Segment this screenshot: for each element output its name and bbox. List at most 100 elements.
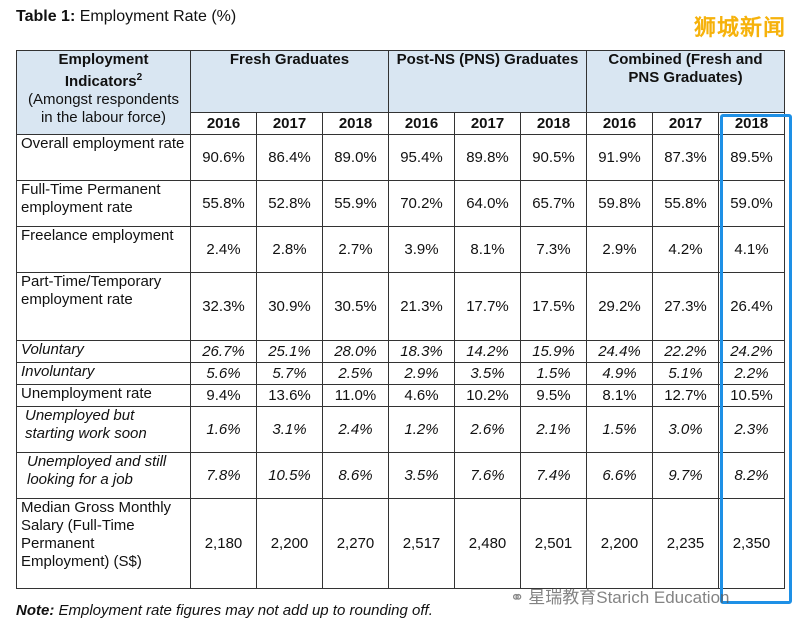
- table-title-text: Employment Rate (%): [79, 8, 237, 25]
- value-cell: 10.5%: [718, 384, 785, 407]
- value-cell: 89.5%: [718, 134, 785, 181]
- value-cell: 89.0%: [322, 134, 389, 181]
- table-row: Unemployed and still looking for a job 7.…: [16, 452, 785, 499]
- table-row: Median Gross Monthly Salary (Full-Time P…: [16, 498, 785, 589]
- value-cell: 21.3%: [388, 272, 455, 341]
- indicator-header-title: Employment Indicators: [58, 51, 149, 90]
- value-cell: 26.7%: [190, 340, 257, 363]
- value-cell: 28.0%: [322, 340, 389, 363]
- header-year-row: 2016 2017 2018 2016 2017 2018 2016 2017 …: [17, 112, 785, 135]
- row-label: Full-Time Permanent employment rate: [16, 180, 191, 227]
- wechat-icon: ⚭: [510, 588, 525, 607]
- value-cell: 55.8%: [652, 180, 719, 227]
- value-cell: 7.4%: [520, 452, 587, 499]
- value-cell: 5.1%: [652, 362, 719, 385]
- value-cell: 7.3%: [520, 226, 587, 273]
- value-cell: 70.2%: [388, 180, 455, 227]
- year-header: 2016: [586, 112, 653, 135]
- row-label: Freelance employment: [16, 226, 191, 273]
- value-cell: 7.6%: [454, 452, 521, 499]
- note-prefix: Note:: [16, 602, 55, 619]
- table-row: Unemployment rate 9.4% 13.6% 11.0% 4.6% 10.2%…: [16, 384, 785, 407]
- value-cell: 2.4%: [322, 406, 389, 453]
- value-cell: 25.1%: [256, 340, 323, 363]
- note-text: Employment rate figures may not add up t…: [58, 602, 433, 619]
- value-cell: 9.7%: [652, 452, 719, 499]
- row-label: Involuntary: [16, 362, 191, 385]
- value-cell: 18.3%: [388, 340, 455, 363]
- value-cell: 2,235: [652, 498, 719, 589]
- table-row: Overall employment rate 90.6% 86.4% 89.0% 95…: [16, 134, 785, 181]
- table-row: Involuntary 5.6% 5.7% 2.5% 2.9% 3.5% 1.5% 4.9% 5…: [16, 362, 785, 385]
- table-row: Voluntary 26.7% 25.1% 28.0% 18.3% 14.2% 15.9% 2…: [16, 340, 785, 363]
- group-header-combined: Combined (Fresh and PNS Graduates): [586, 50, 785, 113]
- value-cell: 14.2%: [454, 340, 521, 363]
- value-cell: 86.4%: [256, 134, 323, 181]
- value-cell: 22.2%: [652, 340, 719, 363]
- value-cell: 2.1%: [520, 406, 587, 453]
- value-cell: 4.6%: [388, 384, 455, 407]
- value-cell: 59.0%: [718, 180, 785, 227]
- value-cell: 8.6%: [322, 452, 389, 499]
- value-cell: 2.9%: [388, 362, 455, 385]
- value-cell: 26.4%: [718, 272, 785, 341]
- value-cell: 11.0%: [322, 384, 389, 407]
- year-header: 2018: [322, 112, 389, 135]
- indicator-header-subtitle: (Amongst respondents in the labour force…: [28, 91, 179, 126]
- value-cell: 1.5%: [586, 406, 653, 453]
- table-row: Freelance employment 2.4% 2.8% 2.7% 3.9% 8.1%…: [16, 226, 785, 273]
- row-label: Overall employment rate: [16, 134, 191, 181]
- value-cell: 64.0%: [454, 180, 521, 227]
- header-group-row: Employment Indicators2 (Amongst responde…: [16, 50, 785, 135]
- value-cell: 24.4%: [586, 340, 653, 363]
- row-label: Unemployed and still looking for a job: [16, 452, 191, 499]
- value-cell: 8.2%: [718, 452, 785, 499]
- value-cell: 65.7%: [520, 180, 587, 227]
- value-cell: 3.5%: [454, 362, 521, 385]
- value-cell: 3.9%: [388, 226, 455, 273]
- row-label: Unemployment rate: [16, 384, 191, 407]
- value-cell: 95.4%: [388, 134, 455, 181]
- watermark-logo-top: 狮城新闻: [693, 16, 786, 41]
- year-header: 2017: [454, 112, 521, 135]
- value-cell: 27.3%: [652, 272, 719, 341]
- value-cell: 2,200: [256, 498, 323, 589]
- group-header-pns: Post-NS (PNS) Graduates: [388, 50, 587, 113]
- value-cell: 9.4%: [190, 384, 257, 407]
- value-cell: 55.8%: [190, 180, 257, 227]
- year-header: 2016: [190, 112, 257, 135]
- value-cell: 89.8%: [454, 134, 521, 181]
- value-cell: 2,501: [520, 498, 587, 589]
- value-cell: 3.0%: [652, 406, 719, 453]
- value-cell: 2.8%: [256, 226, 323, 273]
- value-cell: 1.5%: [520, 362, 587, 385]
- value-cell: 9.5%: [520, 384, 587, 407]
- value-cell: 2.6%: [454, 406, 521, 453]
- value-cell: 10.5%: [256, 452, 323, 499]
- value-cell: 8.1%: [586, 384, 653, 407]
- year-header: 2017: [652, 112, 719, 135]
- group-header-fresh: Fresh Graduates: [190, 50, 389, 113]
- value-cell: 4.9%: [586, 362, 653, 385]
- value-cell: 1.2%: [388, 406, 455, 453]
- value-cell: 17.5%: [520, 272, 587, 341]
- table-body: Overall employment rate 90.6% 86.4% 89.0% 95…: [16, 134, 785, 589]
- value-cell: 3.5%: [388, 452, 455, 499]
- value-cell: 2.7%: [322, 226, 389, 273]
- value-cell: 15.9%: [520, 340, 587, 363]
- value-cell: 2,180: [190, 498, 257, 589]
- year-header: 2018: [520, 112, 587, 135]
- value-cell: 3.1%: [256, 406, 323, 453]
- table-title: Table 1: Employment Rate (%): [16, 8, 236, 26]
- table-row: Part-Time/Temporary employment rate 32.3%…: [16, 272, 785, 341]
- table-note: Note: Employment rate figures may not ad…: [16, 602, 433, 619]
- value-cell: 29.2%: [586, 272, 653, 341]
- value-cell: 24.2%: [718, 340, 785, 363]
- value-cell: 91.9%: [586, 134, 653, 181]
- row-label: Part-Time/Temporary employment rate: [16, 272, 191, 341]
- value-cell: 32.3%: [190, 272, 257, 341]
- value-cell: 2.9%: [586, 226, 653, 273]
- value-cell: 90.5%: [520, 134, 587, 181]
- value-cell: 7.8%: [190, 452, 257, 499]
- watermark-bottom: ⚭ 星瑞教育Starich Education: [510, 583, 730, 608]
